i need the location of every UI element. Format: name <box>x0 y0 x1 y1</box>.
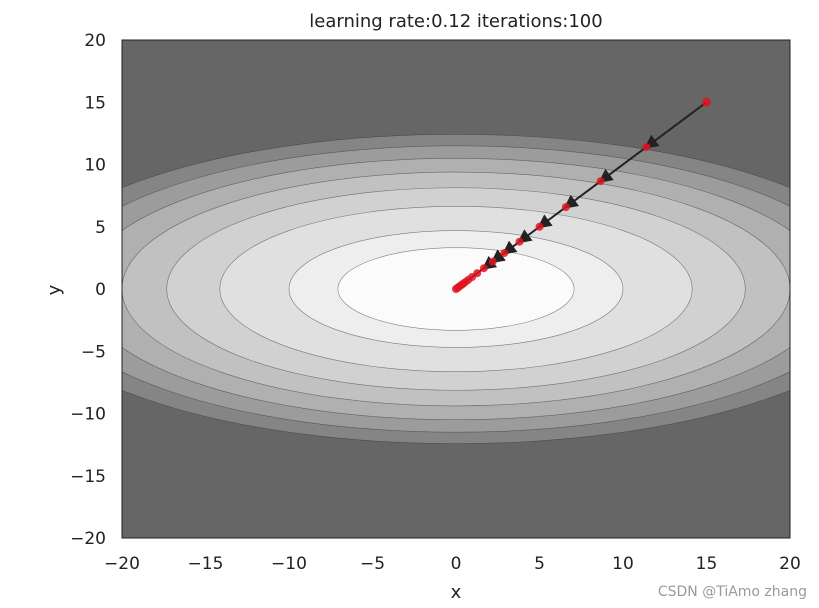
path-point <box>596 177 605 186</box>
path-point <box>479 264 488 273</box>
x-axis-label: x <box>451 582 462 603</box>
path-point <box>488 257 497 266</box>
x-tick-label: −20 <box>104 554 140 574</box>
path-segment <box>598 146 647 183</box>
descent-path <box>452 97 711 293</box>
x-tick-label: −10 <box>271 554 307 574</box>
path-segment <box>517 225 541 244</box>
path-point <box>515 237 524 246</box>
y-tick-label: 5 <box>95 218 106 238</box>
y-tick-label: −15 <box>70 467 106 487</box>
path-point <box>500 249 509 258</box>
path-point <box>535 222 544 231</box>
path-point <box>702 97 711 107</box>
path-point <box>561 203 570 212</box>
y-tick-label: 10 <box>84 156 106 176</box>
x-tick-label: −5 <box>360 554 385 574</box>
y-tick-label: 0 <box>95 280 106 300</box>
path-segment <box>537 206 567 229</box>
y-tick-label: 20 <box>84 31 106 51</box>
y-tick-label: −20 <box>70 529 106 549</box>
path-point <box>452 285 460 293</box>
x-tick-label: 10 <box>612 554 634 574</box>
plot-frame <box>121 39 791 539</box>
y-tick-label: −5 <box>81 342 106 362</box>
x-tick-label: 15 <box>696 554 718 574</box>
watermark: CSDN @TiAmo zhang <box>657 584 807 600</box>
x-tick-label: 0 <box>451 554 462 574</box>
x-tick-label: 20 <box>779 554 801 574</box>
chart-title: learning rate:0.12 iterations:100 <box>309 11 602 32</box>
x-tick-label: 5 <box>534 554 545 574</box>
x-tick-label: −15 <box>188 554 224 574</box>
y-tick-label: −10 <box>70 405 106 425</box>
path-segment <box>644 101 708 149</box>
y-axis-label: y <box>44 284 65 295</box>
path-point <box>642 143 651 152</box>
y-axis-ticks: 20 15 10 5 0 −5 −10 −15 −20 <box>70 31 106 549</box>
path-segment <box>563 180 602 209</box>
contour-fills <box>122 40 790 538</box>
y-tick-label: 15 <box>84 93 106 113</box>
x-axis-ticks: −20 −15 −10 −5 0 5 10 15 20 <box>104 554 801 574</box>
